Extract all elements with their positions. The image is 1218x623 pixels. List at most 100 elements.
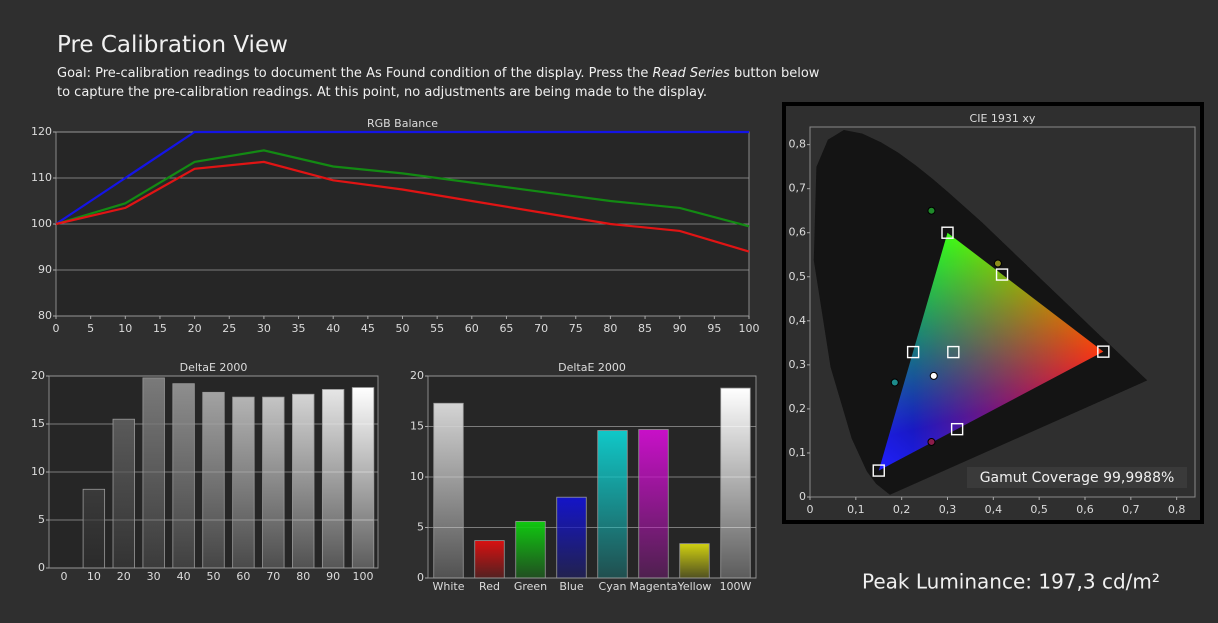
bar <box>82 488 106 569</box>
x-tick-label: 75 <box>569 322 583 335</box>
x-tick-label: 0 <box>53 322 60 335</box>
bar <box>597 430 628 579</box>
x-tick-label: 85 <box>638 322 652 335</box>
x-tick-label: Magenta <box>629 580 677 593</box>
x-tick-label: 90 <box>326 570 340 583</box>
x-tick-label: 0 <box>807 503 814 516</box>
x-tick-label: 10 <box>87 570 101 583</box>
measured-point <box>927 206 936 215</box>
bar <box>142 377 165 569</box>
y-tick-label: 0,8 <box>789 138 807 151</box>
header: Pre Calibration View Goal: Pre-calibrati… <box>57 30 827 102</box>
x-tick-label: 60 <box>465 322 479 335</box>
y-tick-label: 20 <box>31 369 45 382</box>
goal-text-2: button below to capture the pre-calibrat… <box>57 66 820 100</box>
x-tick-label: 0,4 <box>985 503 1003 516</box>
y-tick-label: 15 <box>31 417 45 430</box>
x-tick-label: 100 <box>353 570 374 583</box>
chart-title: DeltaE 2000 <box>558 361 626 374</box>
bar <box>202 391 225 569</box>
series-line <box>55 160 750 253</box>
y-tick-label: 5 <box>417 521 424 534</box>
x-tick-label: 55 <box>430 322 444 335</box>
x-tick-label: 100W <box>720 580 752 593</box>
x-tick-label: 30 <box>147 570 161 583</box>
y-tick-label: 0,1 <box>789 446 807 459</box>
x-tick-label: 70 <box>534 322 548 335</box>
y-tick-label: 0,2 <box>789 402 807 415</box>
gamut-coverage: Gamut Coverage 99,9988% <box>980 470 1175 486</box>
target-point <box>947 345 960 359</box>
x-tick-label: 50 <box>396 322 410 335</box>
y-tick-label: 5 <box>38 513 45 526</box>
gamut-box <box>967 467 1187 488</box>
x-tick-label: Red <box>479 580 500 593</box>
target-point <box>906 345 920 359</box>
x-tick-label: 20 <box>117 570 131 583</box>
x-tick-label: 0 <box>60 570 67 583</box>
y-tick-label: 0 <box>417 571 424 584</box>
bar <box>321 389 345 569</box>
x-tick-label: 50 <box>207 570 221 583</box>
target-point <box>995 268 1009 281</box>
x-tick-label: 20 <box>188 322 202 335</box>
x-tick-label: 95 <box>707 322 721 335</box>
x-tick-label: 30 <box>257 322 271 335</box>
x-tick-label: Cyan <box>599 580 627 593</box>
bar <box>351 387 375 569</box>
x-tick-label: Blue <box>559 580 584 593</box>
bar <box>515 521 546 579</box>
bar <box>112 418 135 569</box>
y-tick-label: 80 <box>38 309 52 322</box>
x-tick-label: White <box>433 580 465 593</box>
x-tick-label: Yellow <box>677 580 712 593</box>
y-tick-label: 0 <box>38 561 45 574</box>
gamut-triangle-shade <box>878 232 1104 471</box>
x-tick-label: 0,5 <box>1030 503 1048 516</box>
x-tick-label: 0,6 <box>1076 503 1094 516</box>
y-tick-label: 0,7 <box>789 182 807 195</box>
y-tick-label: 10 <box>410 470 424 483</box>
bar <box>556 496 587 579</box>
goal-text-1: Goal: Pre-calibration readings to docume… <box>57 66 653 81</box>
x-tick-label: 0,7 <box>1122 503 1140 516</box>
series-line <box>55 149 750 228</box>
bar <box>292 393 315 569</box>
chart-title: DeltaE 2000 <box>180 361 248 374</box>
bar <box>172 383 195 569</box>
x-tick-label: 0,2 <box>893 503 911 516</box>
measured-point <box>890 378 899 387</box>
y-tick-label: 110 <box>31 171 52 184</box>
chart-title: RGB Balance <box>367 117 438 130</box>
measured-point <box>929 371 938 380</box>
page-title: Pre Calibration View <box>57 32 288 58</box>
y-tick-label: 120 <box>31 125 52 138</box>
x-tick-label: 35 <box>292 322 306 335</box>
x-tick-label: 80 <box>296 570 310 583</box>
chart-title: CIE 1931 xy <box>970 112 1036 125</box>
bar <box>262 396 285 569</box>
y-tick-label: 10 <box>31 465 45 478</box>
x-tick-label: 0,1 <box>847 503 865 516</box>
y-tick-label: 20 <box>410 369 424 382</box>
bar <box>232 396 255 569</box>
bar <box>720 387 751 579</box>
bar <box>474 540 505 579</box>
y-tick-label: 15 <box>410 420 424 433</box>
y-tick-label: 0,6 <box>789 226 807 239</box>
x-tick-label: 40 <box>177 570 191 583</box>
x-tick-label: 25 <box>222 322 236 335</box>
goal-button-name: Read Series <box>652 66 730 81</box>
target-point <box>950 422 964 436</box>
measured-point <box>993 259 1002 268</box>
y-tick-label: 100 <box>31 217 52 230</box>
bar <box>433 402 464 579</box>
series-line <box>55 130 749 225</box>
bar <box>638 429 669 579</box>
x-tick-label: 40 <box>326 322 340 335</box>
x-tick-label: 60 <box>236 570 250 583</box>
y-tick-label: 0,4 <box>789 314 807 327</box>
x-tick-label: 45 <box>361 322 375 335</box>
x-tick-label: 70 <box>266 570 280 583</box>
